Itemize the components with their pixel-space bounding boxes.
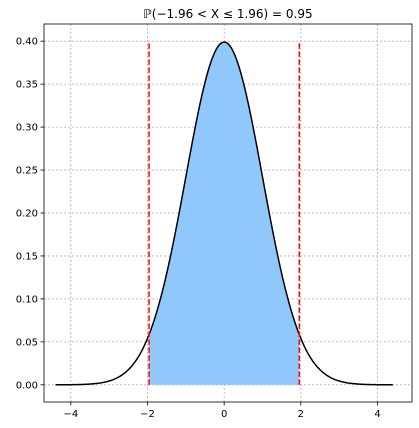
critical-lines — [148, 41, 301, 385]
curve-layer — [55, 41, 393, 386]
y-tick-label: 0.00 — [16, 380, 38, 391]
chart-title: ℙ(−1.96 < X ≤ 1.96) = 0.95 — [143, 7, 312, 21]
y-tick-label: 0.20 — [16, 209, 38, 220]
y-tick-label: 0.15 — [16, 251, 38, 262]
x-tick-label: 2 — [298, 409, 304, 420]
y-tick-label: 0.10 — [16, 294, 38, 305]
x-tick-label: 0 — [221, 409, 227, 420]
x-tick-label: −4 — [63, 409, 78, 420]
y-tick-label: 0.35 — [16, 80, 38, 91]
y-tick-label: 0.30 — [16, 123, 38, 134]
y-tick-label: 0.40 — [16, 37, 38, 48]
tick-labels: −4 −2 0 2 4 0.00 0.05 0.10 0.15 0.20 0.25 0.30 0.35 0… — [16, 37, 381, 420]
y-tick-label: 0.25 — [16, 166, 38, 177]
y-tick-label: 0.05 — [16, 337, 38, 348]
density-curve — [55, 41, 393, 386]
x-tick-label: 4 — [374, 409, 380, 420]
shaded-region — [149, 42, 300, 385]
fill-area — [149, 42, 300, 385]
x-tick-label: −2 — [140, 409, 155, 420]
